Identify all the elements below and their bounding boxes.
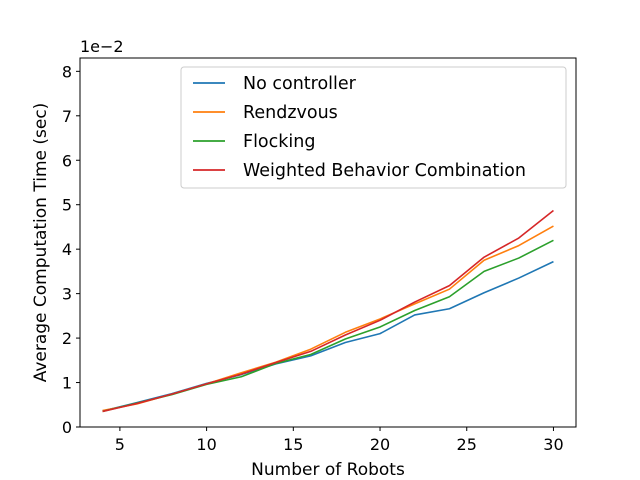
x-axis-label: Number of Robots bbox=[251, 460, 405, 480]
y-tick-label: 7 bbox=[62, 107, 72, 126]
y-tick-label: 4 bbox=[62, 240, 72, 259]
x-tick-label: 30 bbox=[543, 435, 563, 454]
x-tick-label: 10 bbox=[196, 435, 216, 454]
y-tick-label: 8 bbox=[62, 62, 72, 81]
series-line-2 bbox=[102, 225, 554, 412]
y-tick-label: 0 bbox=[62, 418, 72, 437]
x-tick-label: 15 bbox=[283, 435, 303, 454]
legend-label: Rendzvous bbox=[243, 103, 338, 123]
legend: No controller Rendzvous Flocking Weighted B… bbox=[180, 66, 567, 189]
y-tick-label: 6 bbox=[62, 151, 72, 170]
x-tick-label: 20 bbox=[370, 435, 390, 454]
axes-frame bbox=[79, 57, 577, 428]
legend-label: Weighted Behavior Combination bbox=[243, 161, 526, 181]
y-tick-label: 2 bbox=[62, 329, 72, 348]
y-tick-label: 5 bbox=[62, 196, 72, 215]
legend-label: No controller bbox=[243, 74, 357, 94]
series-lines bbox=[102, 209, 554, 413]
series-line-3 bbox=[102, 239, 554, 413]
y-tick-label: 3 bbox=[62, 285, 72, 304]
series-line-4 bbox=[102, 209, 554, 413]
x-tick-label: 25 bbox=[457, 435, 477, 454]
y-axis-label: Average Computation Time (sec) bbox=[31, 103, 51, 383]
y-axis-ticks: 0 1 2 3 4 5 6 7 8 bbox=[62, 62, 80, 437]
series-line-1 bbox=[102, 260, 554, 412]
y-offset-label: 1e−2 bbox=[80, 37, 124, 56]
y-tick-label: 1 bbox=[62, 374, 72, 393]
legend-box bbox=[180, 66, 567, 189]
legend-label: Flocking bbox=[243, 132, 315, 152]
x-axis-ticks: 5 10 15 20 25 30 bbox=[115, 427, 564, 454]
x-tick-label: 5 bbox=[115, 435, 125, 454]
